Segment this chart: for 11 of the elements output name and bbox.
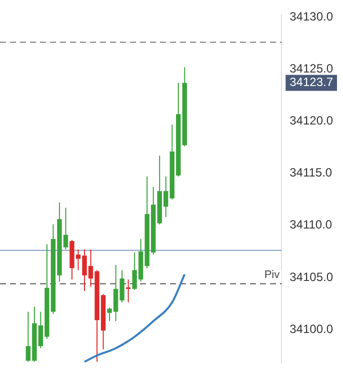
- y-tick-label: 34130.0: [290, 10, 334, 24]
- ref-line-label: Piv: [264, 269, 280, 282]
- line-series: [83, 273, 186, 363]
- y-tick-label: 34110.0: [290, 218, 332, 232]
- text: 34123.7: [290, 75, 334, 90]
- y-tick-label: 34100.0: [290, 322, 334, 336]
- y-tick-label: 34120.0: [290, 114, 334, 128]
- y-tick-label: 34125.0: [290, 62, 334, 76]
- candlestick: [126, 279, 131, 303]
- y-tick-label: 34105.0: [290, 270, 334, 284]
- y-tick-label: 34115.0: [290, 166, 332, 180]
